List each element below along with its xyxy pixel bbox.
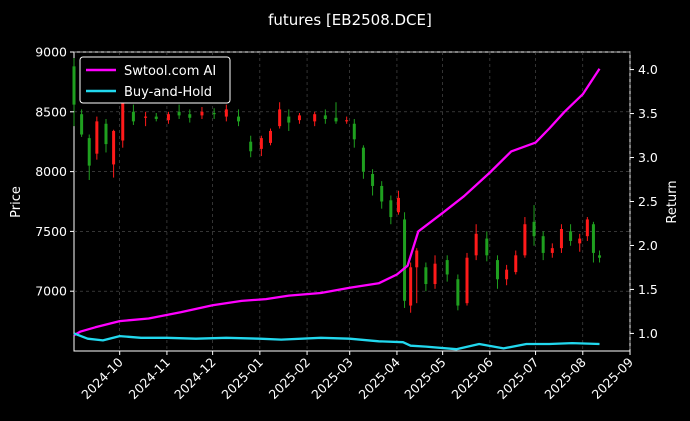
x-tick-label: 2025-07: [494, 355, 542, 403]
candle-body: [474, 233, 478, 256]
x-tick-label: 2024-12: [171, 355, 219, 403]
candle-body: [550, 248, 554, 253]
candle-body: [224, 109, 228, 117]
legend-hold-label: Buy-and-Hold: [124, 85, 212, 100]
lines: [73, 68, 601, 351]
candle-body: [104, 123, 108, 145]
candle-body: [505, 269, 509, 280]
x-tick-label: 2024-10: [78, 354, 126, 402]
chart-title: futures [EB2508.DCE]: [268, 11, 432, 29]
y-right-tick-label: 1.0: [638, 326, 658, 341]
candle-body: [297, 115, 301, 121]
legend-box: [79, 56, 231, 104]
candle-body: [541, 236, 545, 253]
candle-body: [334, 117, 338, 122]
candle-body: [371, 173, 375, 186]
y-right-tick-label: 2.5: [638, 194, 658, 209]
candle-body: [352, 123, 356, 140]
candle-body: [345, 120, 349, 122]
candle-body: [144, 116, 148, 118]
candle-body: [278, 109, 282, 127]
candle-body: [403, 219, 407, 301]
candle-body: [598, 255, 602, 258]
y-left-tick-label: 8500: [35, 104, 67, 119]
candle-body: [380, 185, 384, 202]
candle-body: [287, 116, 291, 123]
y-right-tick-label: 2.0: [638, 238, 658, 253]
candle-body: [177, 111, 181, 116]
x-tick-label: 2025-03: [308, 355, 356, 403]
candle-body: [465, 257, 469, 304]
x-tick-label: 2025-02: [266, 355, 314, 403]
candle-body: [188, 114, 192, 118]
candle-body: [121, 99, 125, 141]
y-right-tick-label: 3.5: [638, 106, 658, 121]
series-line-ai: [73, 68, 601, 337]
y-right-tick-label: 4.0: [638, 62, 658, 77]
candle-body: [361, 147, 365, 172]
candle-body: [80, 114, 84, 135]
candle-body: [409, 267, 413, 306]
legend: Swtool.com AI Buy-and-Hold: [79, 56, 231, 104]
candle-body: [424, 267, 428, 285]
candle-body: [72, 66, 76, 105]
candle-body: [154, 116, 158, 119]
y-left-axis: 7000 7500 8000 8500 9000: [35, 45, 74, 299]
candle-body: [591, 224, 595, 253]
x-tick-label: 2024-11: [125, 355, 173, 403]
candle-body: [445, 260, 449, 275]
candle-body: [514, 255, 518, 273]
candle-body: [323, 115, 327, 119]
candle-body: [166, 114, 170, 121]
y-right-tick-label: 3.0: [638, 150, 658, 165]
candle-body: [313, 114, 317, 122]
candle-body: [415, 250, 419, 268]
candle-body: [95, 121, 99, 154]
candle-body: [523, 224, 527, 256]
y-left-tick-label: 9000: [35, 45, 67, 60]
candle-body: [212, 112, 216, 115]
candle-body: [131, 111, 135, 122]
candle-body: [433, 263, 437, 285]
y-left-label: Price: [9, 186, 24, 218]
candle-body: [585, 219, 589, 237]
series-line-hold: [73, 332, 600, 351]
y-left-tick-label: 7000: [35, 284, 67, 299]
x-tick-label: 2025-05: [401, 355, 449, 403]
candle-body: [532, 221, 536, 237]
candle-body: [259, 138, 263, 149]
x-tick-label: 2025-06: [448, 354, 496, 402]
y-right-tick-label: 1.5: [638, 282, 658, 297]
candle-body: [396, 197, 400, 213]
candle-body: [456, 279, 460, 306]
y-left-tick-label: 7500: [35, 224, 67, 239]
candle-body: [578, 238, 582, 244]
x-tick-label: 2025-04: [356, 354, 404, 402]
candle-body: [249, 141, 253, 152]
candles: [72, 57, 602, 313]
x-tick-label: 2025-09: [589, 354, 637, 402]
candle-body: [269, 130, 273, 143]
candle-body: [237, 116, 241, 122]
candle-body: [87, 138, 91, 166]
x-tick-label: 2025-08: [541, 354, 589, 402]
y-right-axis: 1.0 1.5 2.0 2.5 3.0 3.5 4.0: [630, 62, 658, 341]
candle-body: [495, 260, 499, 280]
x-tick-label: 2025-01: [218, 355, 266, 403]
y-left-tick-label: 8000: [35, 164, 67, 179]
legend-ai-label: Swtool.com AI: [124, 64, 216, 79]
candle-body: [389, 200, 393, 218]
y-right-label: Return: [665, 180, 680, 223]
candle-body: [485, 238, 489, 256]
candle-body: [200, 111, 204, 116]
candle-body: [112, 130, 116, 165]
candle-body: [559, 229, 563, 249]
candle-body: [569, 231, 573, 241]
